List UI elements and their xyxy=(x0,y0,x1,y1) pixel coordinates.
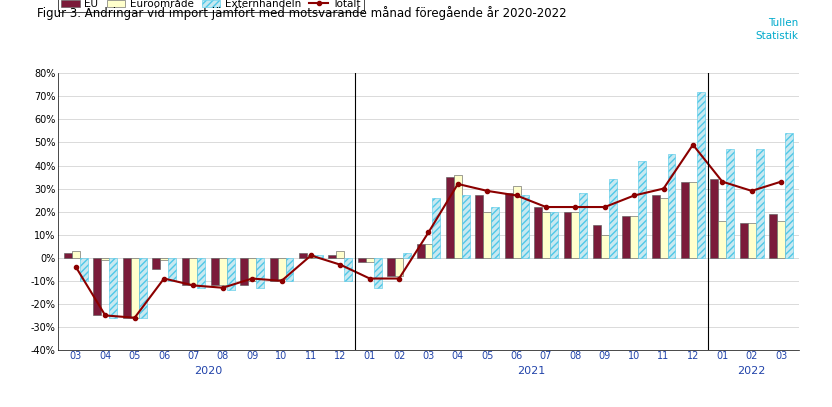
Bar xyxy=(139,258,146,318)
Bar xyxy=(387,258,395,276)
Bar xyxy=(534,207,542,258)
Text: 2021: 2021 xyxy=(518,366,546,376)
Bar xyxy=(475,195,483,258)
Bar xyxy=(622,216,630,258)
Bar xyxy=(542,212,550,258)
Text: 2020: 2020 xyxy=(194,366,222,376)
Bar xyxy=(550,212,558,258)
Bar xyxy=(748,223,755,258)
Bar xyxy=(72,251,80,258)
Bar xyxy=(609,179,617,258)
Bar xyxy=(248,258,256,281)
Bar xyxy=(307,256,314,258)
Bar xyxy=(278,258,285,278)
Bar xyxy=(64,253,72,258)
Bar xyxy=(572,212,579,258)
Bar xyxy=(777,221,785,258)
Bar xyxy=(80,258,87,281)
Legend: EU, Euroområde, Externhandeln, Totalt: EU, Euroområde, Externhandeln, Totalt xyxy=(58,0,364,12)
Bar xyxy=(374,258,382,288)
Bar xyxy=(285,258,294,281)
Bar xyxy=(579,193,587,258)
Bar xyxy=(462,195,470,258)
Bar xyxy=(160,258,168,260)
Bar xyxy=(366,258,374,263)
Bar xyxy=(660,198,667,258)
Bar xyxy=(344,258,352,281)
Text: 2022: 2022 xyxy=(737,366,766,376)
Bar xyxy=(336,251,344,258)
Bar xyxy=(446,177,454,258)
Bar xyxy=(403,253,411,258)
Bar xyxy=(256,258,264,288)
Bar xyxy=(152,258,160,269)
Bar xyxy=(638,161,646,258)
Bar xyxy=(563,212,572,258)
Bar xyxy=(197,258,206,288)
Bar xyxy=(329,256,336,258)
Bar xyxy=(593,225,601,258)
Bar xyxy=(168,258,176,281)
Bar xyxy=(395,258,403,276)
Bar xyxy=(740,223,748,258)
Bar xyxy=(711,179,718,258)
Bar xyxy=(513,186,521,258)
Bar xyxy=(726,149,734,258)
Bar xyxy=(358,258,366,263)
Bar xyxy=(521,195,528,258)
Bar xyxy=(454,175,462,258)
Bar xyxy=(505,193,513,258)
Bar xyxy=(210,258,219,285)
Bar xyxy=(123,258,131,318)
Bar xyxy=(227,258,235,290)
Bar xyxy=(770,214,777,258)
Bar xyxy=(417,244,424,258)
Bar xyxy=(93,258,102,315)
Bar xyxy=(433,198,440,258)
Bar xyxy=(299,253,307,258)
Bar xyxy=(181,258,190,285)
Bar xyxy=(697,92,705,258)
Bar xyxy=(491,207,499,258)
Bar xyxy=(785,133,793,258)
Bar xyxy=(755,149,764,258)
Bar xyxy=(424,244,433,258)
Bar xyxy=(483,212,491,258)
Text: Tullen
Statistik: Tullen Statistik xyxy=(755,18,799,41)
Bar xyxy=(109,258,117,318)
Bar xyxy=(219,258,227,285)
Bar xyxy=(681,182,689,258)
Bar xyxy=(240,258,248,285)
Bar xyxy=(190,258,197,285)
Bar xyxy=(102,258,109,260)
Bar xyxy=(689,182,697,258)
Bar xyxy=(601,235,609,258)
Text: Figur 3. Ändringar vid import jämfört med motsvarande månad föregående år 2020-2: Figur 3. Ändringar vid import jämfört me… xyxy=(37,6,567,20)
Bar xyxy=(131,258,139,318)
Bar xyxy=(667,154,676,258)
Bar xyxy=(270,258,278,281)
Bar xyxy=(630,216,638,258)
Bar xyxy=(314,256,323,258)
Bar xyxy=(651,195,660,258)
Bar xyxy=(718,221,726,258)
